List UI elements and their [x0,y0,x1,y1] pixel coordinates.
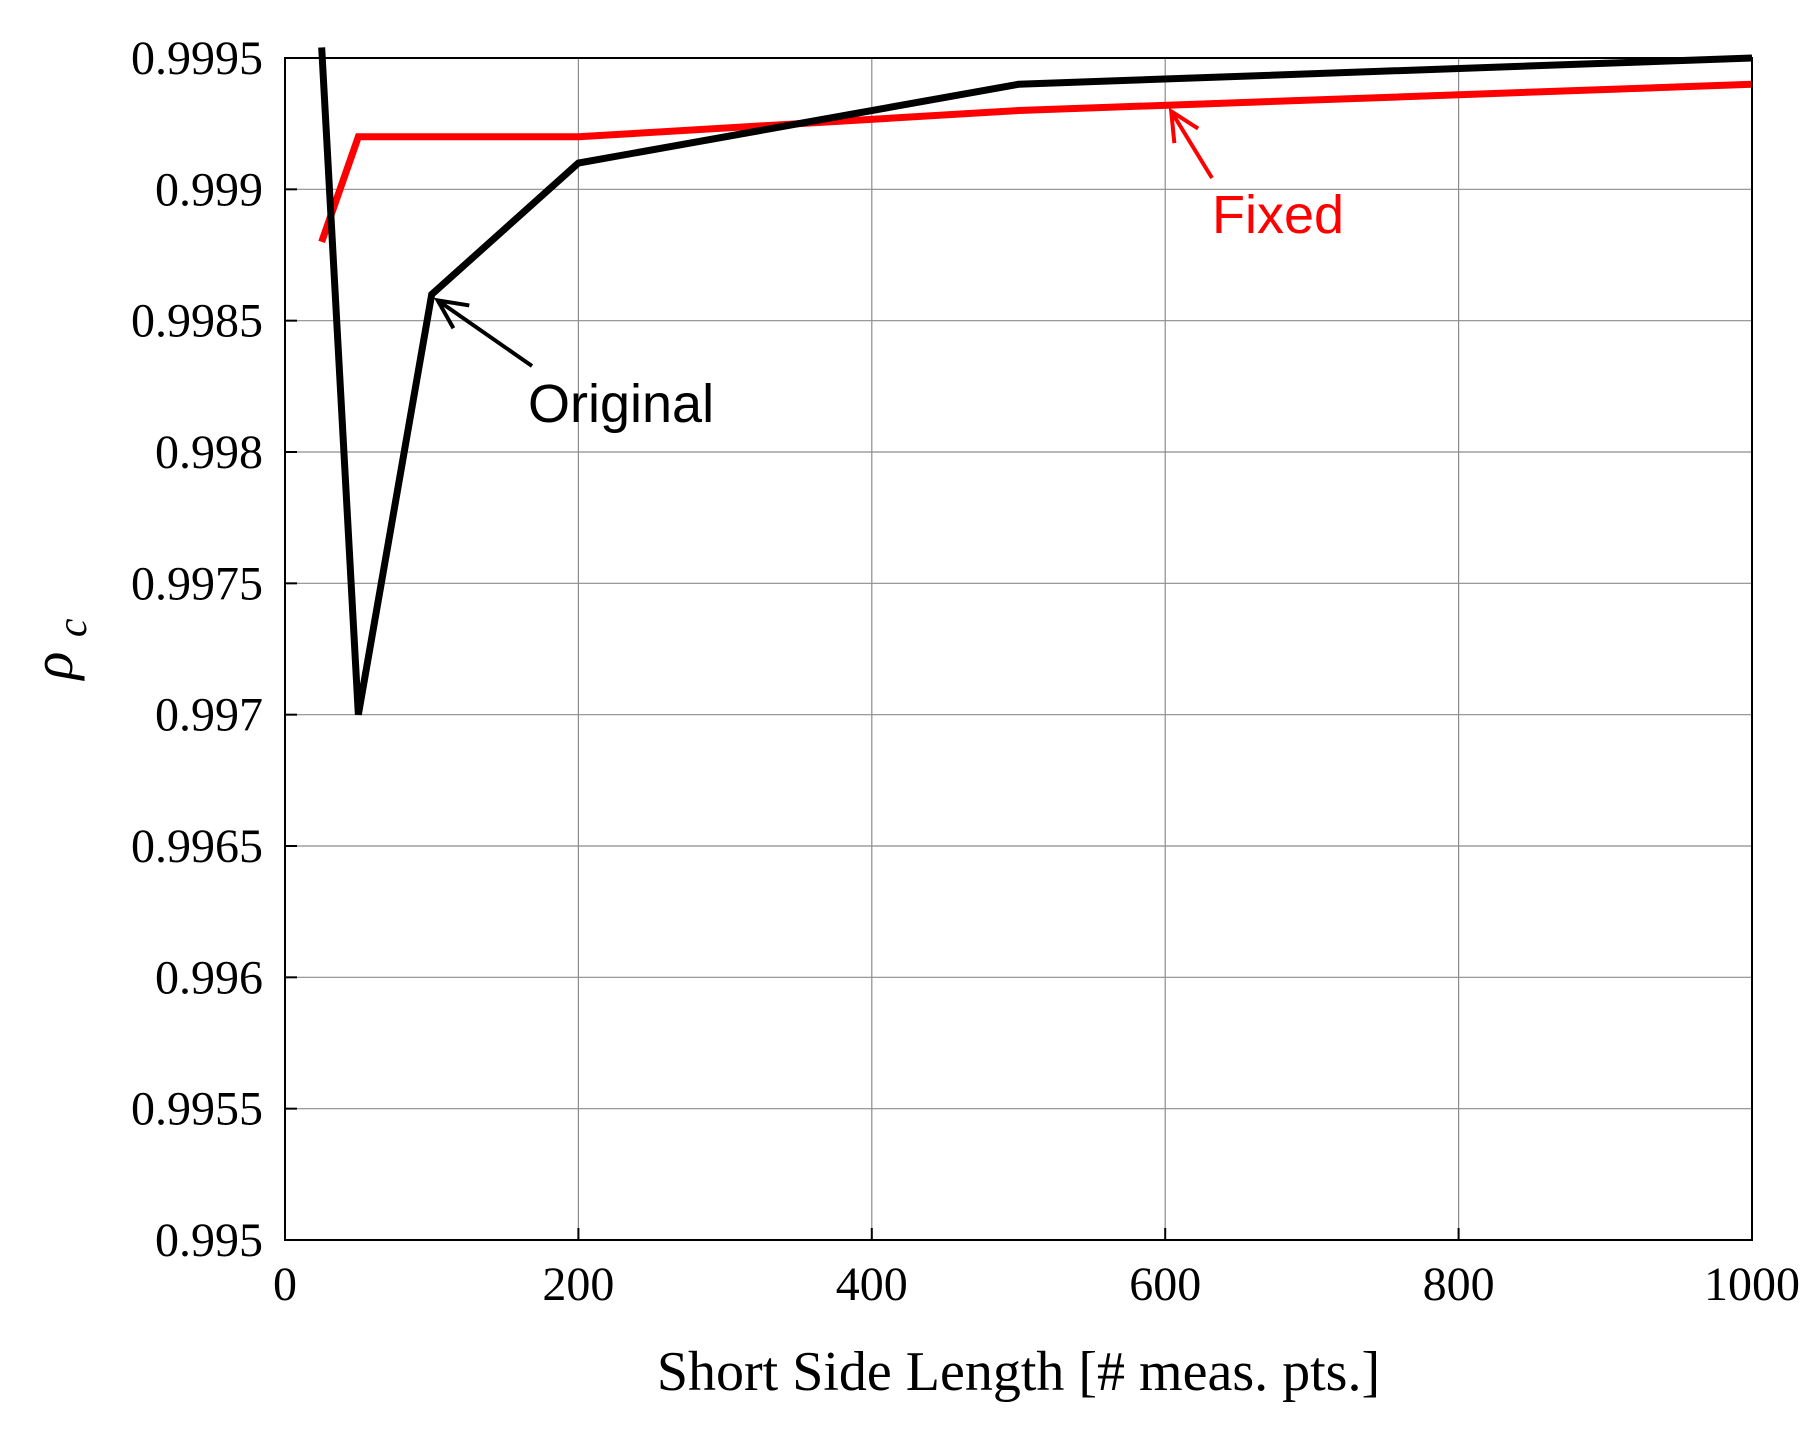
y-tick-label: 0.997 [155,689,263,742]
series-line-original [318,47,1753,716]
ticks: 0 200 400 600 800 1000 0.995 0.9955 0.996 0.9965 0… [131,32,1800,1311]
y-tick-label: 0.998 [155,426,263,479]
annotation-arrow-head [433,297,470,330]
x-tick-label: 0 [273,1258,297,1311]
annotation-label-original: Original [528,374,714,434]
plot-frame [284,57,1753,1241]
y-tick-label: 0.9975 [131,557,263,610]
y-tick-label: 0.9985 [131,295,263,348]
x-tick-label: 600 [1129,1258,1201,1311]
annotations: Original Fixed [433,107,1344,434]
x-tick-label: 400 [836,1258,908,1311]
y-tick-label: 0.996 [155,951,263,1004]
y-tick-label: 0.9955 [131,1083,263,1136]
x-axis-title: Short Side Length [# meas. pts.] [657,1341,1380,1403]
x-tick-label: 200 [542,1258,614,1311]
y-axis-title: ρ c [20,618,96,681]
svg-text:ρ c: ρ c [20,618,96,681]
y-axis-title-subscript: c [50,618,96,637]
x-tick-label: 800 [1423,1258,1495,1311]
y-tick-label: 0.995 [155,1214,263,1267]
annotation-arrow-head [1168,107,1200,144]
y-axis-title-symbol: ρ [20,652,85,682]
y-tick-label: 0.9995 [131,32,263,85]
y-tick-label: 0.999 [155,163,263,216]
series-layer [318,47,1753,716]
annotation-arrow-shaft [1169,110,1214,180]
annotation-label-fixed: Fixed [1212,185,1344,245]
grid [284,57,1753,1241]
annotation-arrow-shaft [436,298,534,368]
series-line-fixed [318,80,1753,244]
y-tick-label: 0.9965 [131,820,263,873]
x-tick-label: 1000 [1704,1258,1800,1311]
